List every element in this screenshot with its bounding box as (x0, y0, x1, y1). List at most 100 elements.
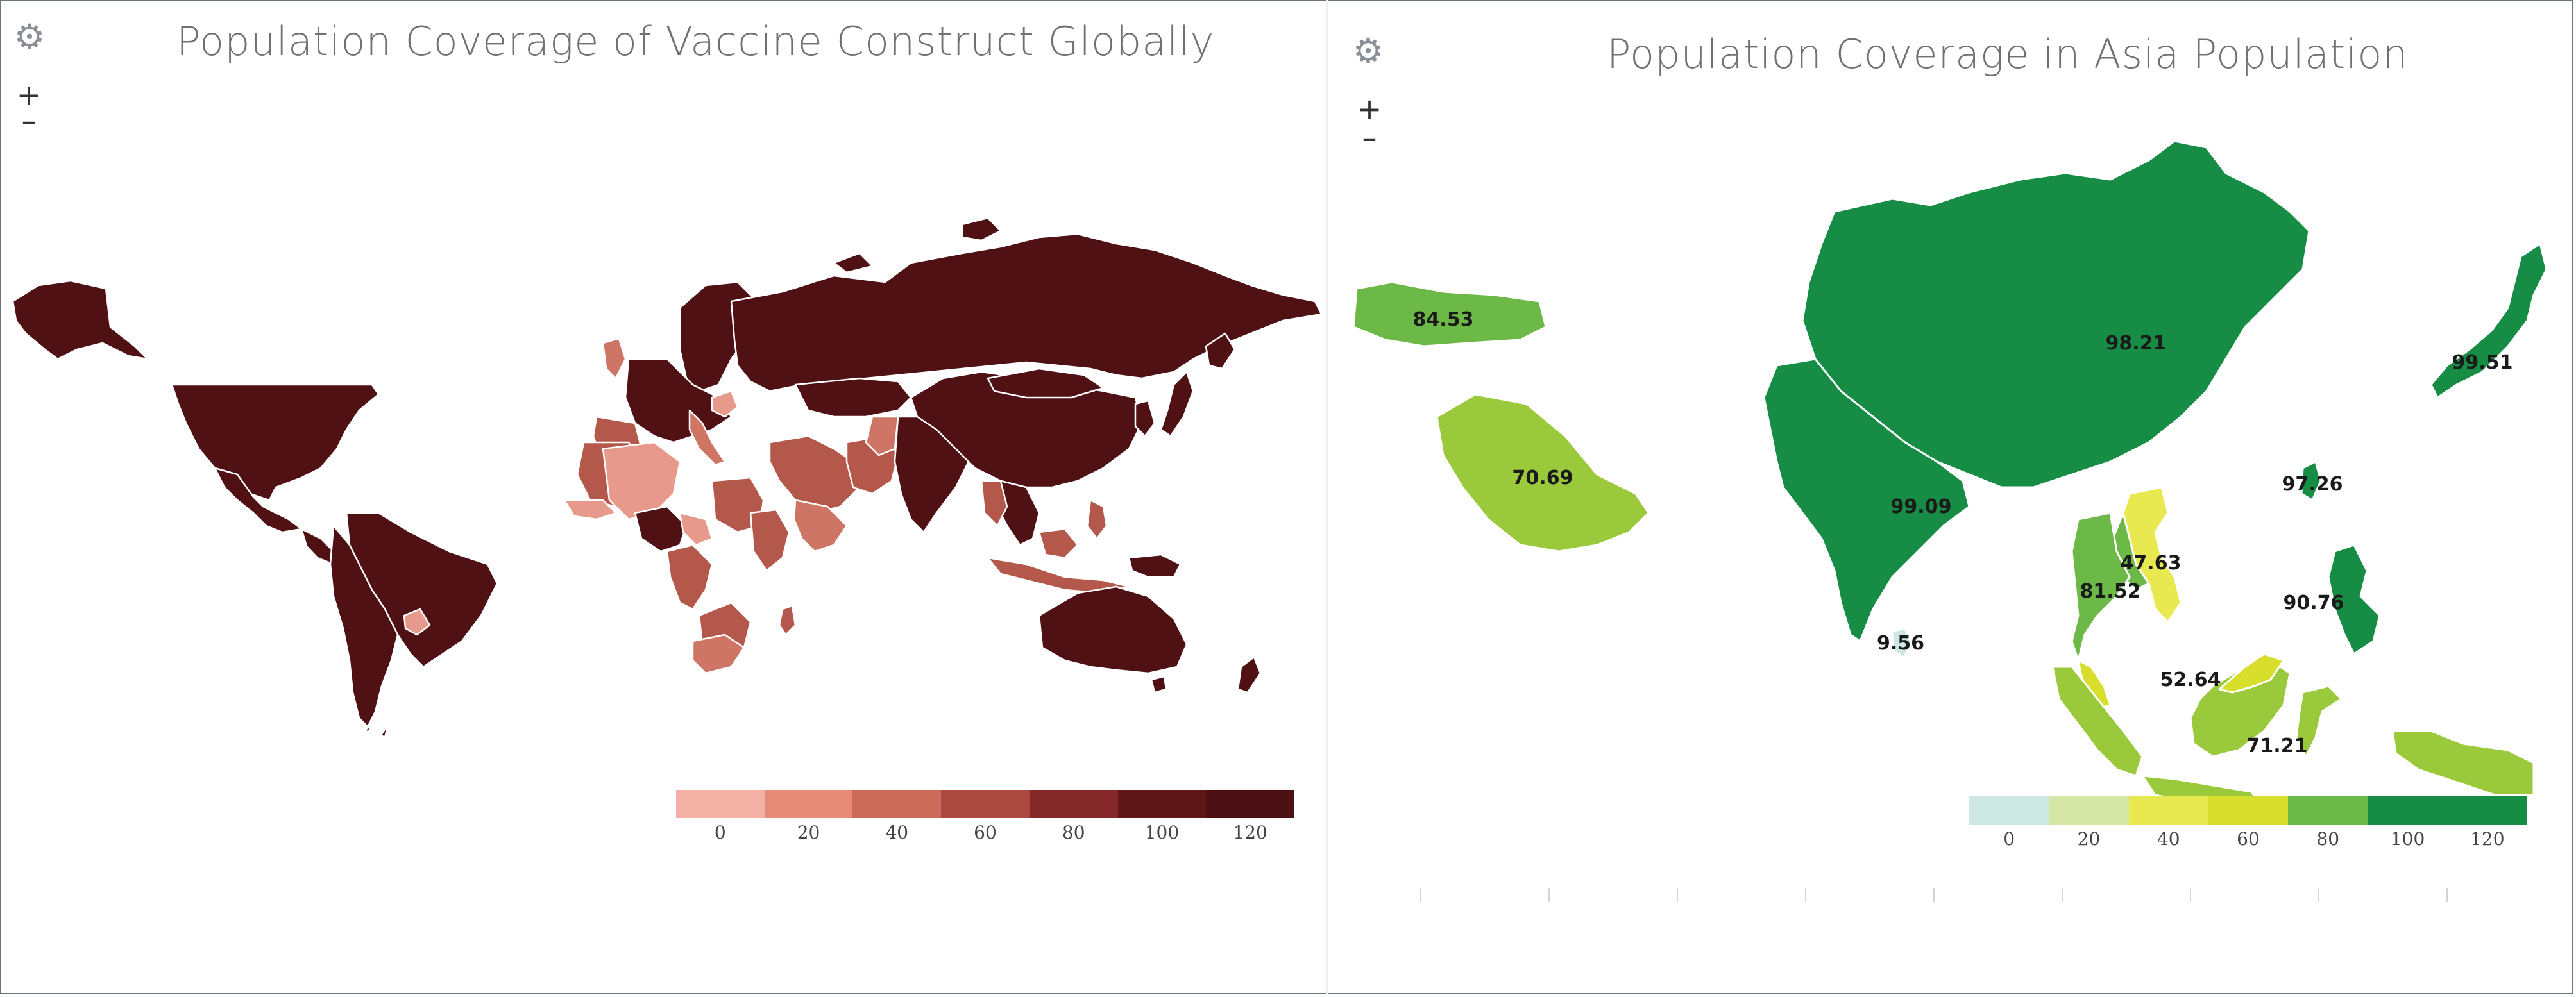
region-argentina-south[interactable] (368, 723, 389, 739)
legend-swatch (2368, 796, 2448, 825)
legend-tick-label: 80 (2316, 828, 2340, 850)
region-new-zealand[interactable] (1237, 656, 1262, 694)
region-congo[interactable] (679, 512, 713, 546)
region-saudi-arabia[interactable] (1436, 393, 1650, 553)
label-vietnam: 47.63 (2121, 552, 2182, 574)
axis-tick (1420, 888, 1421, 902)
legend-tick-label: 60 (974, 822, 997, 843)
legend-color-bar (1969, 796, 2527, 825)
legend-swatch (2208, 796, 2289, 825)
label-philippines: 90.76 (2284, 592, 2344, 614)
region-korea[interactable] (1134, 399, 1156, 437)
region-central-africa[interactable] (666, 544, 713, 610)
region-madagascar[interactable] (778, 605, 797, 636)
label-malaysia: 52.64 (2160, 669, 2221, 691)
world-map-title: Population Coverage of Vaccine Construct… (176, 18, 1215, 65)
asia-map-legend: 0 20 40 60 80 100 120 (1969, 796, 2527, 850)
axis-tick (2190, 888, 2191, 902)
region-mongolia[interactable] (987, 367, 1105, 399)
label-indonesia: 71.21 (2247, 735, 2308, 757)
legend-tick-label: 20 (797, 822, 820, 843)
legend-tick-label: 20 (2077, 828, 2101, 850)
region-philippines[interactable] (2327, 544, 2381, 655)
region-west-africa[interactable] (563, 499, 617, 521)
gear-icon[interactable]: ⚙ (1352, 31, 1384, 71)
legend-tick-label: 100 (2390, 828, 2425, 850)
region-alaska[interactable] (12, 280, 149, 360)
region-middle-east[interactable] (768, 435, 861, 514)
region-thailand[interactable] (2071, 512, 2131, 662)
region-arctic-islands-2[interactable] (833, 252, 874, 274)
region-south-africa[interactable] (691, 633, 745, 674)
region-balkans[interactable] (711, 390, 739, 418)
region-russia[interactable] (730, 233, 1323, 392)
label-turkey: 84.53 (1413, 308, 1474, 331)
legend-swatch (852, 790, 942, 818)
legend-tick-labels: 0 20 40 60 80 100 120 (676, 818, 1294, 844)
region-australia[interactable] (1038, 585, 1188, 674)
region-new-guinea[interactable] (1128, 553, 1182, 578)
region-borneo[interactable] (1038, 528, 1079, 559)
legend-tick-label: 0 (2003, 828, 2015, 850)
region-philippines[interactable] (1086, 499, 1108, 540)
legend-tick-label: 120 (2470, 828, 2505, 850)
legend-swatch (1029, 790, 1118, 818)
region-turkey[interactable] (1352, 281, 1547, 348)
region-sahara[interactable] (602, 441, 681, 521)
axis-tick (2446, 888, 2448, 902)
label-india: 99.09 (1891, 496, 1952, 518)
region-italy[interactable] (688, 409, 726, 466)
label-saudi-arabia: 70.69 (1513, 467, 1573, 489)
region-uk[interactable] (602, 337, 627, 380)
region-papua[interactable] (2391, 730, 2535, 796)
world-map-legend: 0 20 40 60 80 100 120 (676, 790, 1294, 844)
region-sri-lanka[interactable] (1891, 627, 1913, 658)
legend-swatch (2288, 796, 2368, 825)
legend-swatch (941, 790, 1030, 818)
label-taiwan: 97.26 (2282, 473, 2343, 496)
region-sumatra[interactable] (2051, 666, 2144, 777)
region-arctic-islands[interactable] (961, 217, 1002, 242)
region-west-south-america[interactable] (329, 524, 399, 739)
region-east-africa[interactable] (749, 508, 790, 572)
region-uruguay[interactable] (403, 608, 431, 636)
region-pakistan[interactable] (865, 415, 899, 457)
axis-tick (1548, 888, 1550, 902)
legend-tick-label: 80 (1062, 822, 1085, 843)
region-india[interactable] (1763, 358, 1970, 642)
panel-divider (1326, 0, 1328, 994)
region-japan[interactable] (1160, 371, 1194, 437)
world-map[interactable] (0, 0, 1328, 994)
legend-swatch (764, 790, 853, 818)
zoom-in-button[interactable]: + (1357, 92, 1382, 126)
region-thailand[interactable] (980, 480, 1008, 527)
region-kamchatka[interactable] (1205, 332, 1236, 370)
gear-icon[interactable]: ⚙ (13, 17, 46, 57)
legend-tick-label: 60 (2237, 828, 2260, 850)
asia-map-panel: ⚙ + – Population Coverage in Asia Popula… (1328, 0, 2576, 994)
region-sabah[interactable] (2218, 653, 2285, 694)
legend-swatch (1117, 790, 1207, 818)
region-sulawesi[interactable] (2295, 685, 2343, 758)
region-japan[interactable] (2430, 242, 2548, 399)
zoom-out-button[interactable]: – (1362, 121, 1377, 155)
legend-tick-label: 0 (714, 822, 726, 843)
region-tasmania[interactable] (1150, 675, 1167, 694)
zoom-in-button[interactable]: + (16, 78, 42, 112)
label-sri-lanka: 9.56 (1877, 632, 1924, 655)
region-usa[interactable] (171, 383, 380, 501)
region-kazakhstan[interactable] (794, 377, 912, 418)
legend-tick-label: 40 (2157, 828, 2180, 850)
axis-tick (1677, 888, 1678, 902)
zoom-out-button[interactable]: – (21, 103, 37, 138)
legend-swatch (1969, 796, 2049, 825)
label-japan: 99.51 (2452, 351, 2513, 374)
region-taiwan[interactable] (2300, 460, 2322, 501)
region-nigeria[interactable] (634, 505, 688, 553)
legend-swatch (2128, 796, 2208, 825)
region-arabia[interactable] (793, 499, 848, 553)
axis-tick (1933, 888, 1935, 902)
legend-tick-label: 100 (1144, 822, 1180, 843)
world-map-panel: ⚙ + – Population Coverage of Vaccine Con… (0, 0, 1328, 994)
